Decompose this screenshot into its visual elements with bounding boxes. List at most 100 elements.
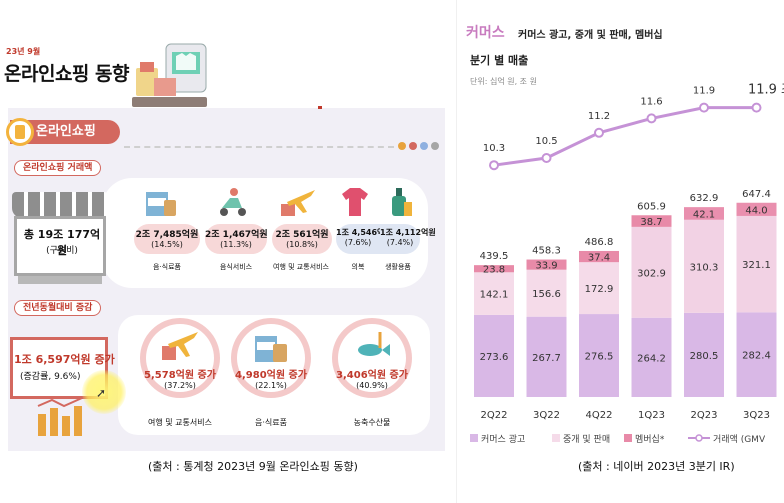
category-label: 생활용품	[385, 263, 411, 271]
bar-value-label: 276.5	[585, 352, 614, 363]
bar-value-label: 310.3	[690, 262, 719, 273]
total-value-label: 486.8	[585, 237, 614, 248]
bar-value-label: 172.9	[585, 284, 614, 295]
x-tick-label: 2Q22	[481, 410, 508, 421]
commerce-ad-bar	[579, 314, 619, 397]
category-value-pill: 2조 1,467억원 (11.3%)	[205, 224, 268, 254]
subsection-increase-label: 전년동월대비 증감	[14, 300, 102, 316]
commerce-revenue-panel: 커머스 커머스 광고, 중개 및 판매, 멤버십 분기 별 매출 단위: 십억 …	[456, 0, 784, 503]
x-tick-label: 4Q22	[586, 410, 613, 421]
legend-marker	[695, 434, 703, 442]
bar-value-label: 321.1	[742, 260, 771, 271]
category-label: 여행 및 교통서비스	[273, 263, 329, 271]
increase-ring: 3,406억원 증가 (40.9%)	[332, 318, 412, 398]
bar-value-label: 33.9	[535, 261, 557, 272]
commerce-ad-bar	[684, 312, 724, 397]
category-value-pill: 2조 7,485억원 (14.5%)	[134, 224, 200, 254]
gmv-value-label: 10.3	[483, 143, 505, 154]
subsection-transaction-label: 온라인쇼핑 거래액	[14, 160, 102, 176]
panel-divider	[456, 0, 457, 503]
x-tick-label: 3Q22	[533, 410, 560, 421]
commerce-ad-bar	[736, 312, 777, 397]
fish-grain-icon	[358, 332, 390, 356]
legend-label: 중개 및 판매	[563, 433, 610, 445]
bar-value-label: 142.1	[480, 290, 509, 301]
membership-bar	[579, 250, 619, 263]
gmv-point	[751, 102, 762, 113]
membership-bar	[526, 259, 567, 270]
category-value-pill: 2조 561억원 (10.8%)	[272, 224, 332, 254]
bar-value-label: 273.6	[480, 352, 509, 363]
total-transaction-sub: (구성비)	[46, 246, 78, 256]
unit-label: 단위: 십억 원, 조 원	[470, 77, 537, 86]
total-value-label: 605.9	[637, 201, 666, 212]
category-label: 의복	[351, 263, 365, 271]
bar-value-label: 23.8	[483, 265, 505, 276]
bar-value-label: 302.9	[637, 268, 666, 279]
total-value-label: 632.9	[690, 193, 719, 204]
bar-value-label: 44.0	[745, 205, 767, 216]
gmv-value-label: 11.9 조	[748, 83, 784, 98]
revenue-chart: 273.6 142.1 23.8 439.5 2Q22 267.7 156.6 33.9 458…	[470, 83, 784, 445]
brokerage-bar	[631, 226, 672, 318]
gmv-value-label: 11.6	[640, 96, 662, 107]
category-label: 음식서비스	[219, 263, 253, 271]
bar-value-label: 264.2	[637, 353, 666, 364]
commerce-ad-bar	[631, 317, 672, 397]
household-bottle-icon	[392, 188, 412, 216]
online-shopping-infographic: 23년 9월 온라인쇼핑 동향 온라인쇼핑 온라인쇼핑 거래액 총 19조 17…	[4, 43, 445, 451]
brokerage-bar	[474, 272, 514, 315]
food-box-icon	[255, 336, 287, 362]
section-bar-icon	[15, 125, 25, 139]
gmv-point	[489, 160, 499, 171]
commerce-ad-bar	[474, 314, 514, 397]
delivery-scooter-icon	[220, 188, 246, 216]
gmv-value-label: 10.5	[535, 136, 557, 147]
airplane-icon	[281, 190, 315, 216]
legend-swatch	[470, 434, 478, 442]
legend-label: 멤버십*	[635, 434, 665, 445]
right-source-caption: (출처 : 네이버 2023년 3분기 IR)	[578, 460, 735, 473]
brokerage-bar	[579, 262, 619, 315]
bar-value-label: 37.4	[588, 253, 610, 264]
category-value-pill: 1조 4,112억원 (7.4%)	[380, 224, 436, 254]
membership-bar	[684, 207, 724, 220]
category-value-pill: 1조 4,546억원 (7.6%)	[336, 224, 392, 254]
increase-item-label: 농축수산물	[353, 418, 391, 427]
increase-ring: 4,980억원 증가 (22.1%)	[231, 318, 311, 398]
decorative-dots	[398, 142, 439, 150]
brand-label: 커머스	[466, 25, 505, 41]
mouse-cursor-icon: ➚	[96, 386, 107, 400]
gmv-point	[699, 102, 709, 113]
increase-value: 1조 6,597억원 증가	[14, 353, 115, 366]
total-value-label: 458.3	[532, 246, 561, 257]
legend-label: 커머스 광고	[481, 433, 525, 445]
gmv-point	[646, 113, 657, 124]
gmv-value-label: 11.9	[693, 86, 715, 97]
increase-ring: 5,578억원 증가 (37.2%)	[140, 318, 220, 398]
total-transaction-value: 총 19조 177억원	[23, 228, 101, 257]
increase-item-label: 여행 및 교통서비스	[148, 418, 212, 427]
section-divider	[124, 146, 394, 148]
membership-bar	[736, 202, 777, 216]
chart-subheading: 분기 별 매출	[470, 54, 529, 67]
x-tick-label: 1Q23	[638, 410, 665, 421]
membership-bar	[631, 215, 672, 227]
tshirt-icon	[342, 188, 368, 216]
brokerage-bar	[736, 215, 777, 313]
brokerage-bar	[526, 269, 567, 317]
food-box-icon	[146, 192, 176, 216]
chart-heading: 커머스 광고, 중개 및 판매, 멤버십	[518, 30, 663, 41]
membership-bar	[474, 265, 514, 273]
total-value-label: 439.5	[480, 251, 509, 262]
commerce-ad-bar	[526, 316, 567, 397]
divider-mark	[318, 106, 322, 109]
legend-label: 거래액 (GMV	[713, 433, 766, 445]
left-source-caption: (출처 : 통계청 2023년 9월 온라인쇼핑 동향)	[148, 460, 358, 473]
gmv-point	[594, 127, 604, 138]
gmv-line	[493, 106, 757, 167]
x-tick-label: 2Q23	[691, 410, 718, 421]
bar-value-label: 156.6	[532, 289, 561, 300]
bar-growth-icon	[37, 397, 83, 436]
legend-swatch	[552, 434, 560, 442]
